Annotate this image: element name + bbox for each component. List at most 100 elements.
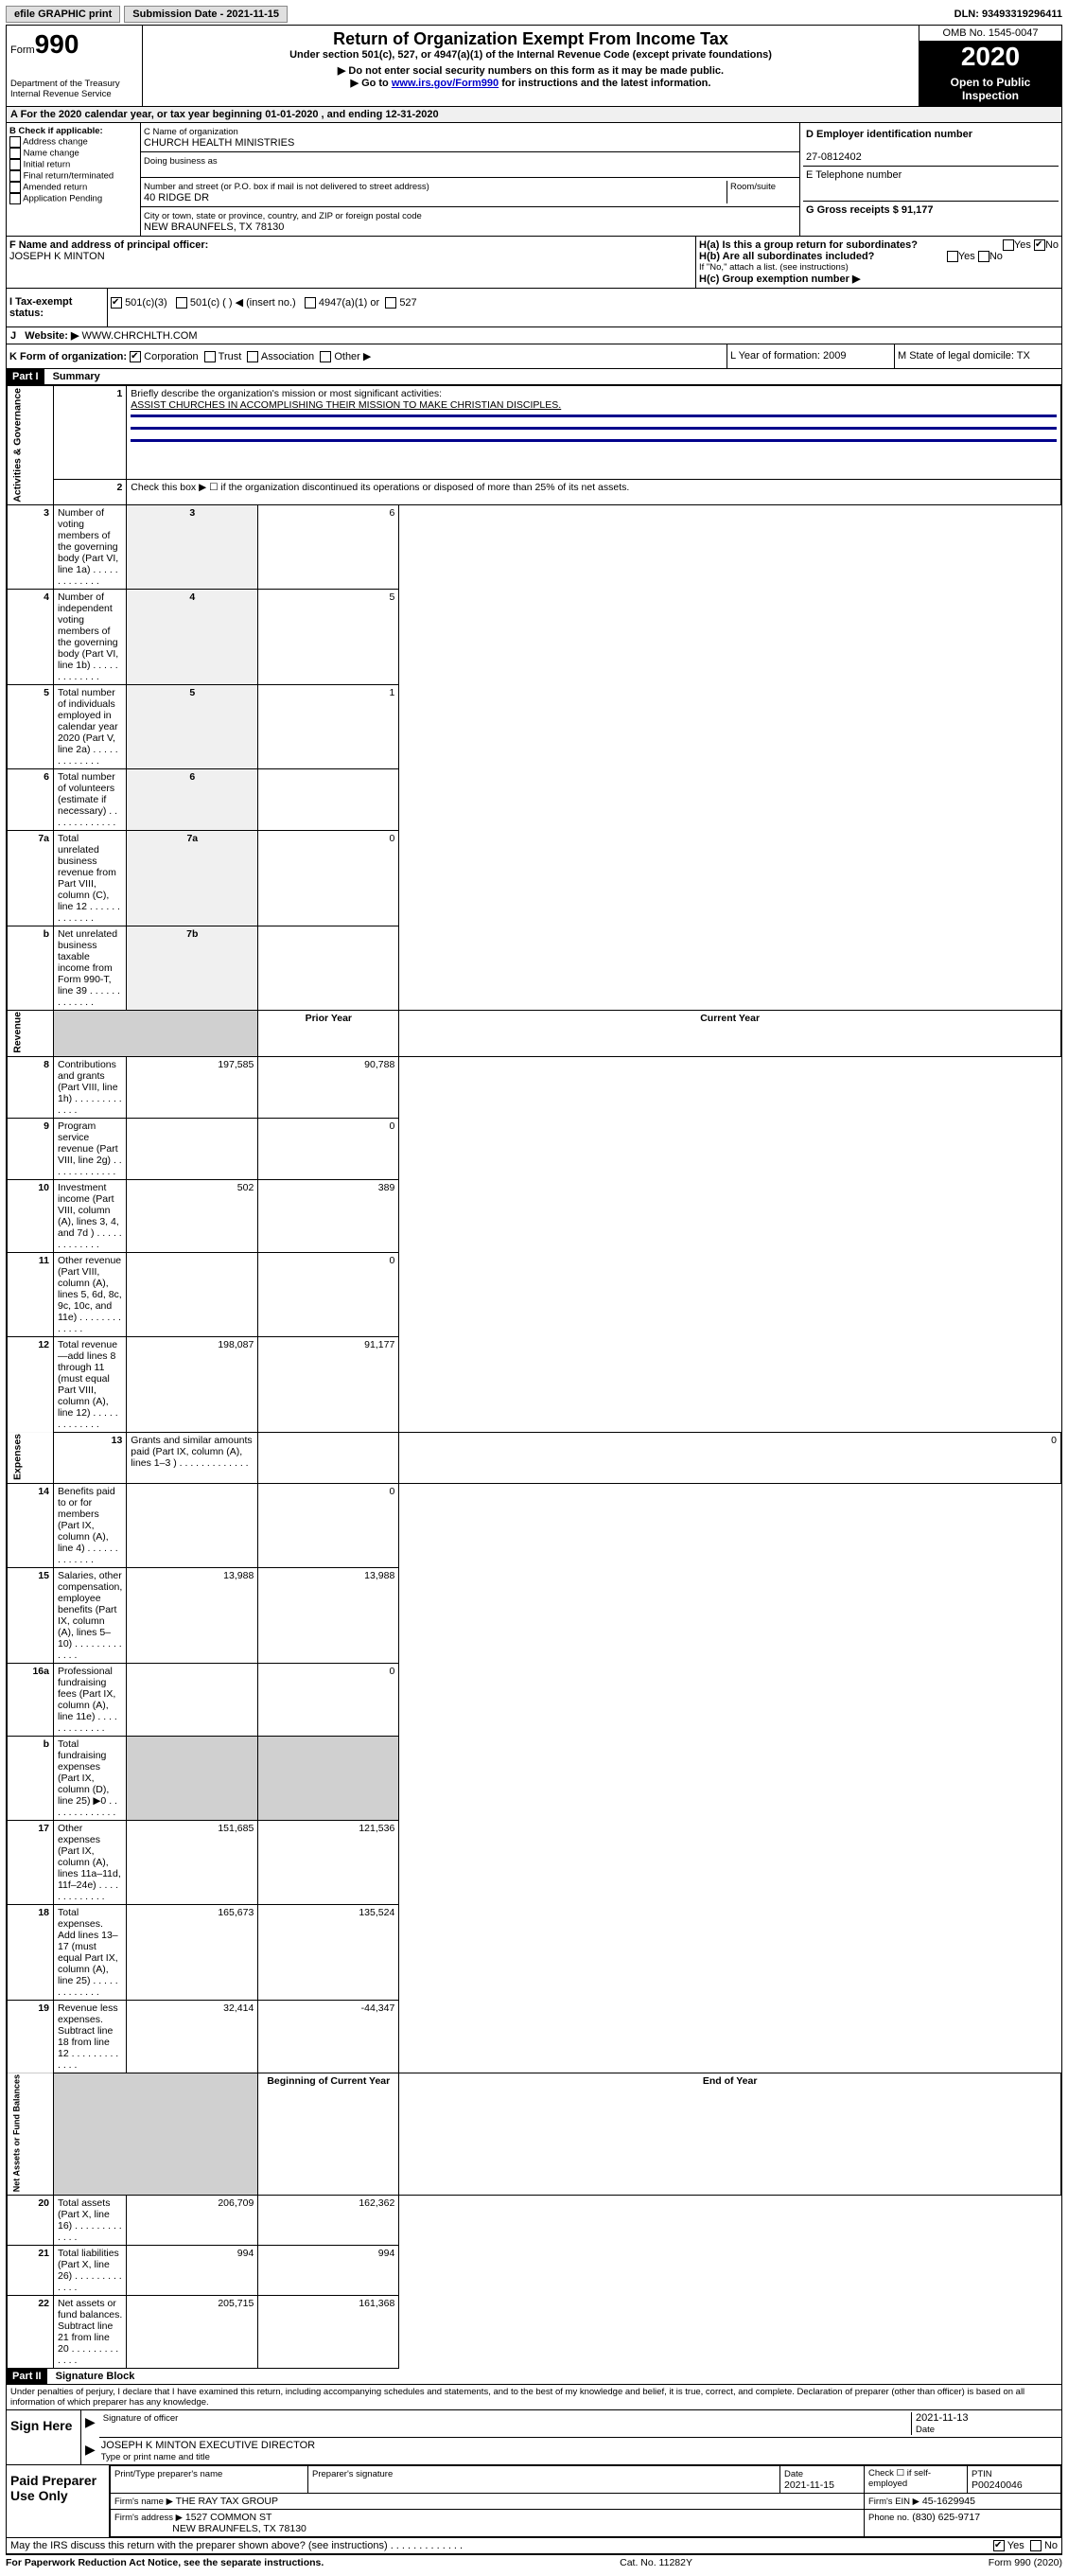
4947-checkbox[interactable] <box>305 297 316 309</box>
firm-name-label: Firm's name ▶ <box>114 2497 173 2507</box>
name-change-label: Name change <box>24 149 79 159</box>
typed-label: Type or print name and title <box>101 2452 210 2462</box>
line-12-curr: 91,177 <box>258 1336 399 1432</box>
footer-row: For Paperwork Reduction Act Notice, see … <box>6 2555 1062 2570</box>
efile-button[interactable]: efile GRAPHIC print <box>6 6 120 23</box>
submission-button[interactable]: Submission Date - 2021-11-15 <box>124 6 288 23</box>
sig-date: 2021-11-13 <box>916 2412 968 2424</box>
box-c: C Name of organization CHURCH HEALTH MIN… <box>141 123 799 236</box>
assoc-checkbox[interactable] <box>247 351 258 362</box>
line-21-num: 21 <box>8 2245 54 2295</box>
line-b-num: b <box>8 1736 54 1820</box>
line-4-label: Number of independent voting members of … <box>54 589 127 684</box>
firm-addr-label: Firm's address ▶ <box>114 2513 183 2523</box>
address-change-checkbox[interactable] <box>9 136 21 148</box>
line-8-num: 8 <box>8 1056 54 1118</box>
line-10-curr: 389 <box>258 1179 399 1252</box>
form990-link[interactable]: www.irs.gov/Form990 <box>392 78 499 89</box>
501c-label: 501(c) ( ) ◀ (insert no.) <box>190 297 296 309</box>
paid-preparer-label: Paid Preparer Use Only <box>7 2465 109 2537</box>
4947-label: 4947(a)(1) or <box>319 297 379 309</box>
line-8-curr: 90,788 <box>258 1056 399 1118</box>
line-9-num: 9 <box>8 1118 54 1179</box>
part-i-header-row: Part I Summary <box>7 369 1061 385</box>
cat-no: Cat. No. 11282Y <box>620 2557 692 2568</box>
amended-checkbox[interactable] <box>9 182 21 193</box>
vert-expenses: Expenses <box>8 1432 54 1483</box>
501c-checkbox[interactable] <box>176 297 187 309</box>
line-13-prior <box>258 1432 399 1483</box>
gross-receipts: G Gross receipts $ 91,177 <box>806 204 934 216</box>
box-m: M State of legal domicile: TX <box>894 344 1061 368</box>
line-13-num: 13 <box>54 1432 127 1483</box>
ptin: P00240046 <box>972 2479 1023 2491</box>
other-checkbox[interactable] <box>320 351 331 362</box>
assoc-label: Association <box>261 351 314 362</box>
trust-label: Trust <box>219 351 242 362</box>
initial-return-checkbox[interactable] <box>9 159 21 170</box>
hb-yes-checkbox[interactable] <box>947 251 958 262</box>
ha-no-checkbox[interactable] <box>1034 239 1045 251</box>
form-number: 990 <box>35 29 79 59</box>
line-18-prior: 165,673 <box>127 1904 258 2000</box>
dept-line1: Department of the Treasury <box>10 79 138 89</box>
app-pending-checkbox[interactable] <box>9 193 21 204</box>
final-return-checkbox[interactable] <box>9 170 21 182</box>
line-b-val <box>258 926 399 1010</box>
line-10-label: Investment income (Part VIII, column (A)… <box>54 1179 127 1252</box>
omb-number: OMB No. 1545-0047 <box>919 26 1061 42</box>
line-20-num: 20 <box>8 2195 54 2245</box>
sign-here-label: Sign Here <box>7 2410 80 2464</box>
begin-year-head: Beginning of Current Year <box>258 2073 399 2195</box>
street: 40 RIDGE DR <box>144 192 209 203</box>
website-value: WWW.CHRCHLTH.COM <box>82 330 198 342</box>
line-19-label: Revenue less expenses. Subtract line 18 … <box>54 2000 127 2073</box>
end-year-head: End of Year <box>399 2073 1061 2195</box>
501c3-label: 501(c)(3) <box>125 297 167 309</box>
line-17-label: Other expenses (Part IX, column (A), lin… <box>54 1820 127 1904</box>
line-14-label: Benefits paid to or for members (Part IX… <box>54 1483 127 1567</box>
current-year-head: Current Year <box>399 1010 1061 1056</box>
top-bar: efile GRAPHIC print Submission Date - 20… <box>6 6 1062 23</box>
discuss-no-checkbox[interactable] <box>1030 2540 1042 2551</box>
line-17-prior: 151,685 <box>127 1820 258 1904</box>
prep-print-label: Print/Type preparer's name <box>114 2469 222 2479</box>
line-2-num: 2 <box>54 479 127 504</box>
line-5-box: 5 <box>127 684 258 768</box>
ha-yes-checkbox[interactable] <box>1003 239 1014 251</box>
line-15-prior: 13,988 <box>127 1567 258 1663</box>
note2-pre: ▶ Go to <box>351 78 392 89</box>
line-7a-num: 7a <box>8 830 54 926</box>
line-8-prior: 197,585 <box>127 1056 258 1118</box>
hc-label: H(c) Group exemption number ▶ <box>699 273 860 285</box>
line-12-label: Total revenue—add lines 8 through 11 (mu… <box>54 1336 127 1432</box>
paperwork-notice: For Paperwork Reduction Act Notice, see … <box>6 2557 324 2568</box>
line-16a-curr: 0 <box>258 1663 399 1736</box>
box-d: D Employer identification number 27-0812… <box>799 123 1061 236</box>
line-14-curr: 0 <box>258 1483 399 1567</box>
prep-check-label: Check ☐ if self-employed <box>865 2465 968 2493</box>
box-b: B Check if applicable: Address change Na… <box>7 123 141 236</box>
hb-no-checkbox[interactable] <box>978 251 989 262</box>
line-19-curr: -44,347 <box>258 2000 399 2073</box>
prep-sig-label: Preparer's signature <box>312 2469 393 2479</box>
header-left: Form990 Department of the Treasury Inter… <box>7 26 143 106</box>
trust-checkbox[interactable] <box>204 351 216 362</box>
corp-checkbox[interactable] <box>130 351 141 362</box>
501c3-checkbox[interactable] <box>111 297 122 309</box>
line-1-label: Briefly describe the organization's miss… <box>131 388 442 399</box>
final-return-label: Final return/terminated <box>24 171 114 182</box>
prior-year-head: Prior Year <box>258 1010 399 1056</box>
discuss-row: May the IRS discuss this return with the… <box>7 2538 1061 2554</box>
line-7a-box: 7a <box>127 830 258 926</box>
main-title: Return of Organization Exempt From Incom… <box>147 29 915 49</box>
line-15-label: Salaries, other compensation, employee b… <box>54 1567 127 1663</box>
prep-date-label: Date <box>784 2469 803 2479</box>
sign-here-block: Sign Here ▶ Signature of officer 2021-11… <box>7 2410 1061 2465</box>
line-b-num: b <box>8 926 54 1010</box>
line-4-val: 5 <box>258 589 399 684</box>
line-6-label: Total number of volunteers (estimate if … <box>54 768 127 830</box>
name-change-checkbox[interactable] <box>9 148 21 159</box>
527-checkbox[interactable] <box>385 297 396 309</box>
discuss-yes-checkbox[interactable] <box>993 2540 1005 2551</box>
